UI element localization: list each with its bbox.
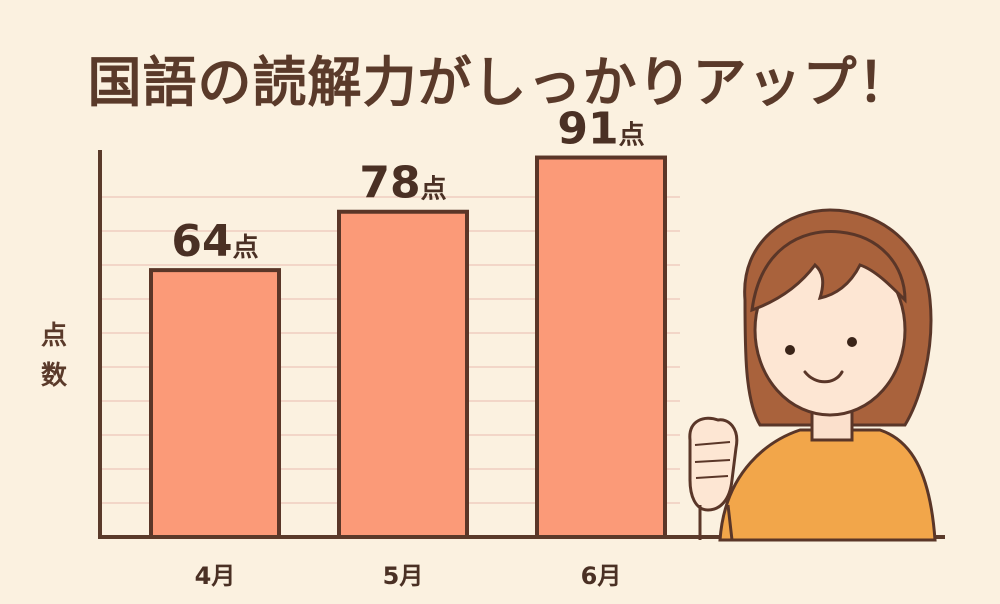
y-axis-label-char: 数	[40, 361, 67, 391]
y-axis-label-char: 点	[40, 321, 67, 351]
y-axis-label: 点 数	[34, 316, 74, 396]
x-tick-labels: 4月 5月 6月	[195, 562, 622, 590]
girl-illustration	[688, 208, 937, 542]
bars	[149, 155, 667, 540]
bar	[149, 268, 281, 539]
x-tick-label: 4月	[195, 562, 236, 590]
x-tick-label: 5月	[383, 562, 424, 590]
data-labels: 64点 78点 91点	[171, 104, 644, 268]
data-label: 91点	[557, 104, 644, 155]
data-label: 64点	[171, 216, 258, 267]
bar	[337, 209, 469, 540]
bar	[535, 155, 667, 539]
chart-title: 国語の読解力がしっかりアップ！	[87, 51, 913, 114]
data-label: 78点	[359, 158, 446, 209]
x-tick-label: 6月	[581, 562, 622, 590]
